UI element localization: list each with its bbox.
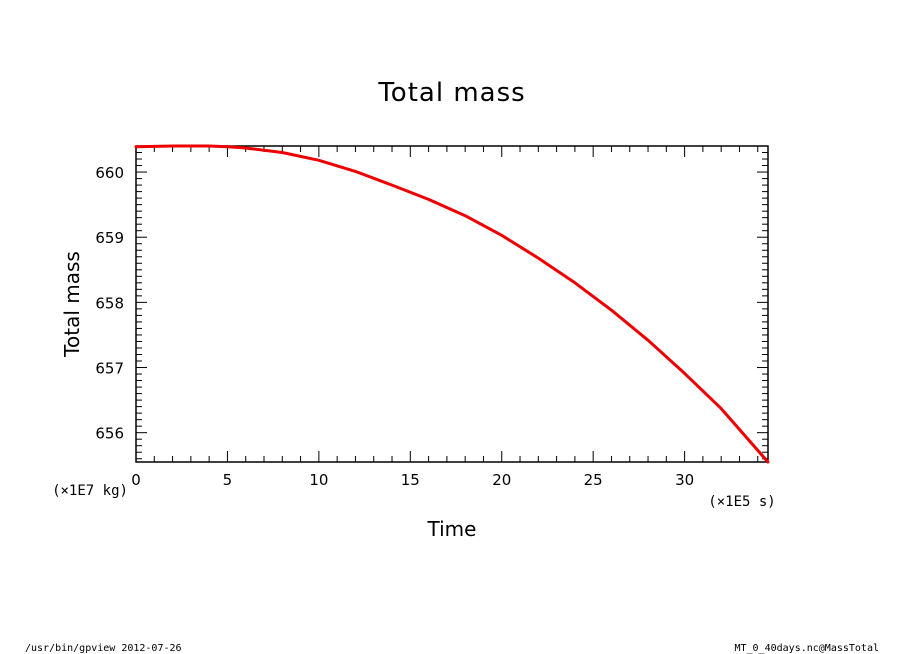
y-tick-label: 656 <box>95 425 124 443</box>
y-tick-label: 659 <box>95 229 124 247</box>
y-tick-label: 658 <box>95 294 124 312</box>
y-axis-label: Total mass <box>60 251 84 358</box>
series-layer <box>134 144 770 464</box>
plot-frame <box>135 145 769 463</box>
y-axis-tick-labels: 656 657 658 659 660 <box>95 164 124 443</box>
x-tick-label: 25 <box>584 471 603 489</box>
x-axis-tick-labels: 0 5 10 15 20 25 30 <box>131 471 694 489</box>
x-tick-label: 0 <box>131 471 141 489</box>
x-axis-ticks <box>135 146 759 462</box>
x-tick-label: 30 <box>675 471 694 489</box>
footer-left: /usr/bin/gpview 2012-07-26 <box>25 643 182 654</box>
x-axis-unit: (×1E5 s) <box>708 494 775 510</box>
y-tick-label: 660 <box>95 164 124 182</box>
y-tick-label: 657 <box>95 360 124 378</box>
plot-area: 0 5 10 15 20 25 30 656 657 658 659 660 <box>95 144 770 489</box>
y-axis-unit: (×1E7 kg) <box>52 483 128 499</box>
footer-right: MT_0_40days.nc@MassTotal <box>735 643 880 654</box>
x-tick-label: 5 <box>223 471 233 489</box>
series-line-1 <box>134 144 770 464</box>
y-axis-ticks <box>136 145 768 460</box>
x-tick-label: 15 <box>401 471 420 489</box>
x-tick-label: 10 <box>309 471 328 489</box>
x-axis-label: Time <box>427 517 477 541</box>
x-tick-label: 20 <box>492 471 511 489</box>
chart-title: Total mass <box>377 78 525 108</box>
